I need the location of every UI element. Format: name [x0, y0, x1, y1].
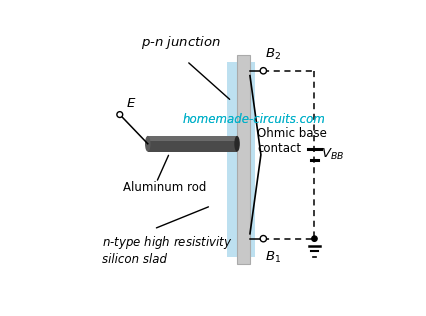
- Text: Ohmic base
contact: Ohmic base contact: [257, 127, 327, 155]
- Bar: [236, 55, 250, 264]
- Text: $p$-$n$ junction: $p$-$n$ junction: [141, 34, 221, 51]
- Text: $n$-type high resistivity
silicon slad: $n$-type high resistivity silicon slad: [101, 234, 232, 266]
- Ellipse shape: [234, 136, 240, 152]
- Circle shape: [260, 68, 267, 74]
- Text: $B_2$: $B_2$: [265, 46, 281, 62]
- Text: homemade-circuits.com: homemade-circuits.com: [182, 113, 325, 126]
- Ellipse shape: [145, 136, 150, 152]
- Bar: [148, 136, 237, 141]
- Text: homemade-circuits.com: homemade-circuits.com: [182, 113, 325, 126]
- Circle shape: [117, 112, 123, 118]
- Text: $E$: $E$: [126, 97, 136, 110]
- Bar: [148, 141, 237, 152]
- Text: $B_1$: $B_1$: [265, 250, 281, 265]
- Text: $V_{BB}$: $V_{BB}$: [321, 147, 345, 162]
- Text: Aluminum rod: Aluminum rod: [124, 181, 207, 194]
- Circle shape: [312, 236, 317, 241]
- Bar: [227, 62, 255, 257]
- Circle shape: [260, 235, 267, 242]
